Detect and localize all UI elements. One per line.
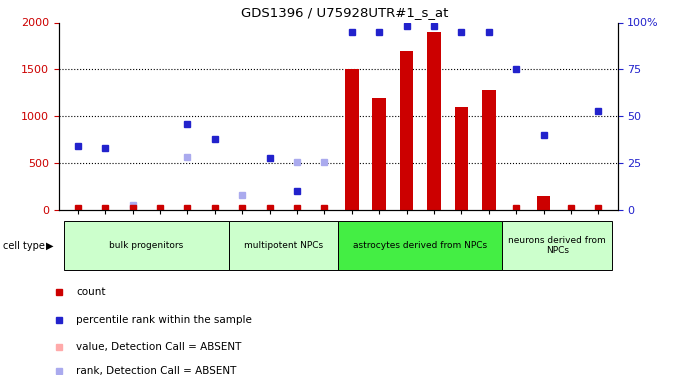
Text: value, Detection Call = ABSENT: value, Detection Call = ABSENT: [77, 342, 242, 352]
Bar: [502, 221, 612, 270]
Bar: [455, 107, 469, 210]
Text: count: count: [77, 287, 106, 297]
Bar: [537, 196, 551, 210]
Text: GDS1396 / U75928UTR#1_s_at: GDS1396 / U75928UTR#1_s_at: [241, 6, 448, 19]
Text: percentile rank within the sample: percentile rank within the sample: [77, 315, 253, 326]
Bar: [338, 221, 502, 270]
Bar: [64, 221, 228, 270]
Bar: [228, 221, 338, 270]
Text: cell type: cell type: [3, 241, 46, 250]
Text: rank, Detection Call = ABSENT: rank, Detection Call = ABSENT: [77, 366, 237, 375]
Bar: [427, 32, 441, 210]
Bar: [373, 98, 386, 210]
Text: multipotent NPCs: multipotent NPCs: [244, 241, 323, 250]
Bar: [482, 90, 495, 210]
Bar: [400, 51, 413, 210]
Bar: [345, 69, 359, 210]
Text: astrocytes derived from NPCs: astrocytes derived from NPCs: [353, 241, 487, 250]
Text: neurons derived from
NPCs: neurons derived from NPCs: [509, 236, 606, 255]
Text: bulk progenitors: bulk progenitors: [109, 241, 184, 250]
Text: ▶: ▶: [46, 241, 54, 250]
